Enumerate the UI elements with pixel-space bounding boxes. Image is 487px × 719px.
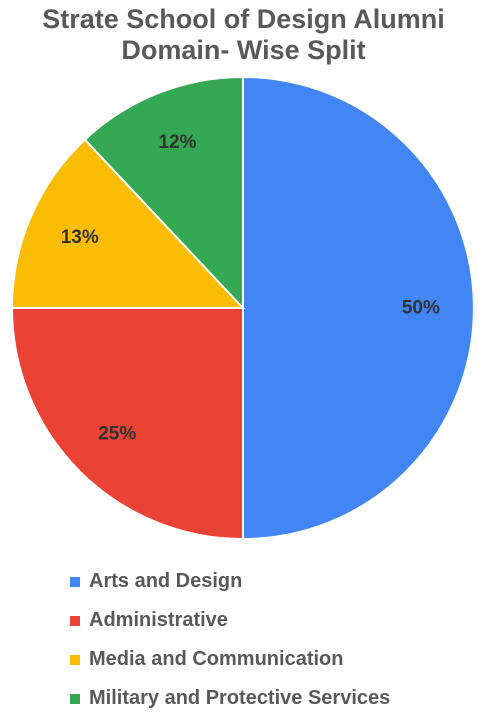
legend-label: Administrative bbox=[89, 609, 228, 631]
chart-title-line-2: Domain- Wise Split bbox=[121, 35, 366, 65]
data-label-media-and-communication: 13% bbox=[61, 227, 99, 248]
data-label-arts-and-design: 50% bbox=[402, 298, 440, 319]
pie-slice-military-and-protective-services[interactable] bbox=[83, 75, 244, 311]
legend-label: Arts and Design bbox=[89, 570, 243, 592]
data-label-administrative: 25% bbox=[98, 423, 136, 444]
pie-slice-arts-and-design[interactable] bbox=[242, 75, 475, 541]
chart-title-line-1: Strate School of Design Alumni bbox=[42, 4, 445, 34]
legend-item-administrative[interactable]: Administrative bbox=[70, 601, 390, 640]
legend-item-media-and-communication[interactable]: Media and Communication bbox=[70, 640, 390, 679]
pie-slice-media-and-communication[interactable] bbox=[10, 138, 246, 309]
legend-label: Military and Protective Services bbox=[89, 687, 391, 709]
legend-label: Media and Communication bbox=[89, 648, 344, 670]
chart-title: Strate School of Design Alumni Domain- W… bbox=[0, 4, 487, 66]
legend-item-military-and-protective-services[interactable]: Military and Protective Services bbox=[70, 679, 390, 718]
legend-swatch bbox=[70, 693, 80, 704]
legend: Arts and Design Administrative Media and… bbox=[70, 562, 390, 718]
legend-swatch bbox=[70, 576, 80, 587]
legend-swatch bbox=[70, 654, 80, 665]
legend-item-arts-and-design[interactable]: Arts and Design bbox=[70, 562, 390, 601]
pie-slice-administrative[interactable] bbox=[10, 307, 244, 541]
legend-swatch bbox=[70, 615, 80, 626]
data-label-military-and-protective-services: 12% bbox=[159, 132, 197, 153]
